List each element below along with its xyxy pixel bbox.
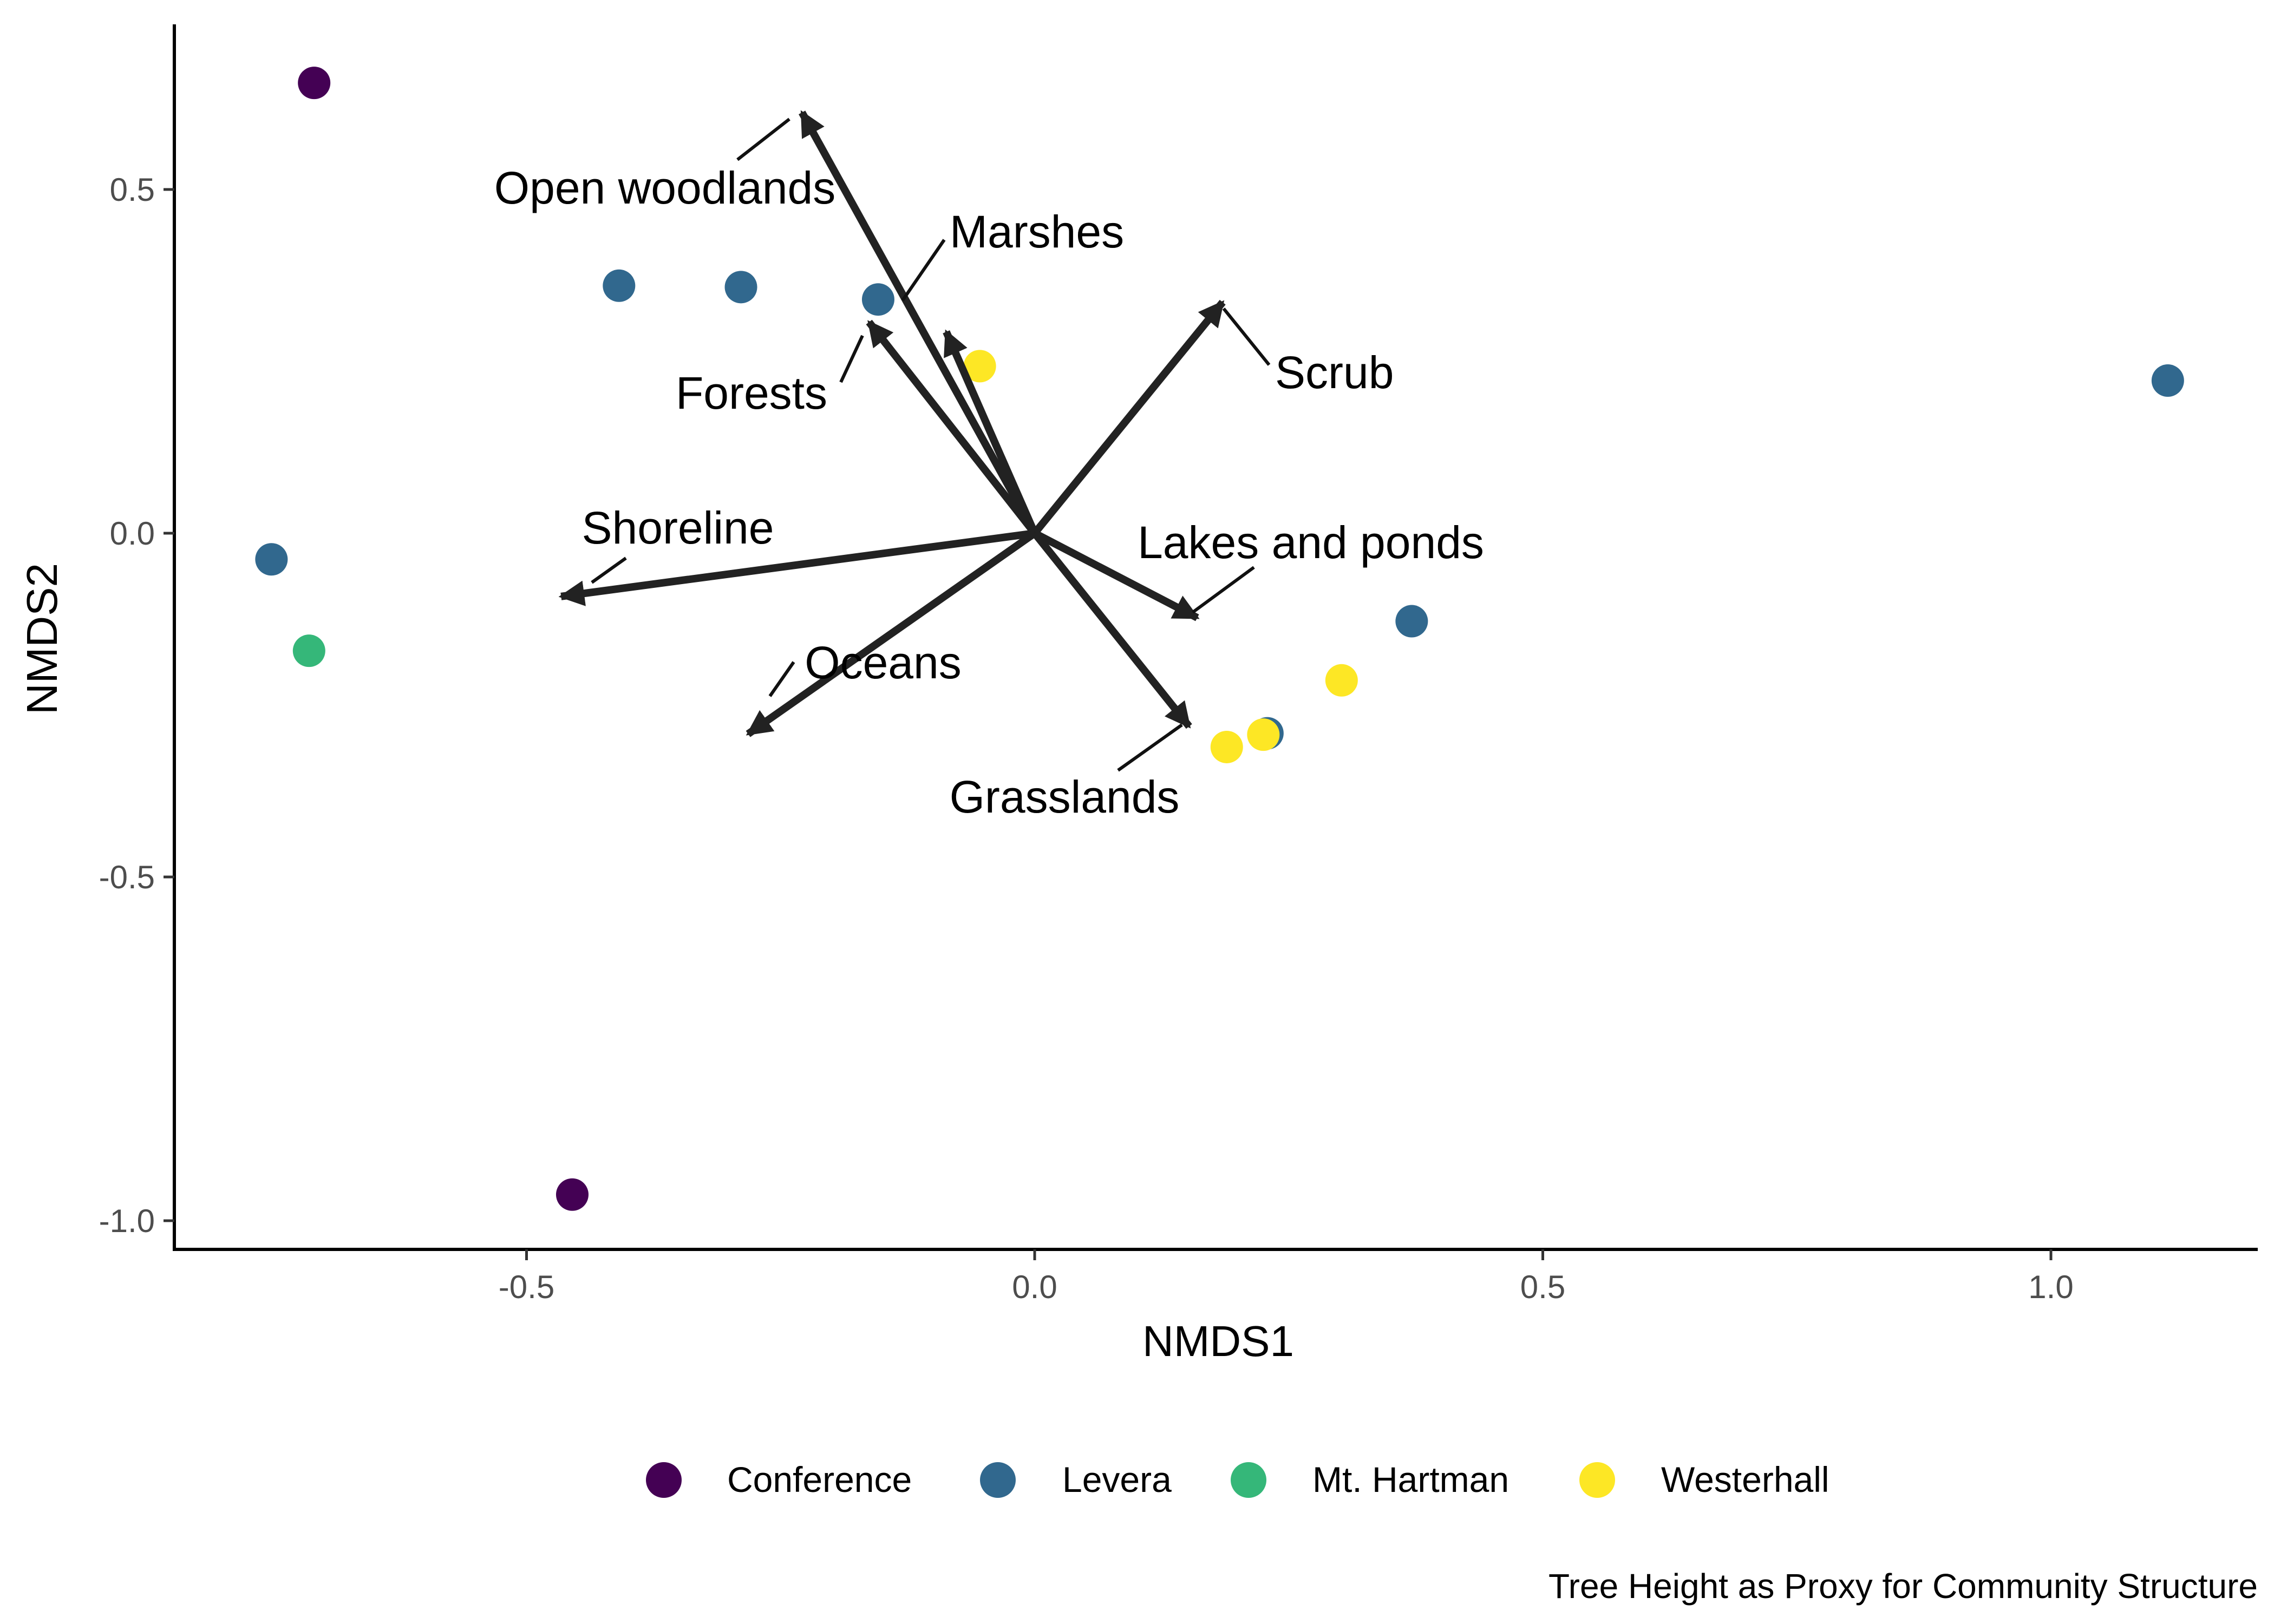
x-axis-ticks: -0.5 0.0 0.5 1.0 <box>499 1249 2074 1305</box>
legend-label: Conference <box>727 1459 912 1499</box>
legend-item: Mt. Hartman <box>1231 1459 1509 1499</box>
legend-key <box>1231 1462 1266 1498</box>
x-tick-label: -0.5 <box>499 1269 554 1305</box>
x-tick-label: 0.5 <box>1520 1269 1565 1305</box>
data-point <box>1325 664 1358 697</box>
vector-labels-layer: Open woodlands Marshes Forests Scrub Shoreli… <box>494 117 1484 822</box>
legend-key <box>980 1462 1016 1498</box>
vector-label: Shoreline <box>582 502 774 553</box>
data-point <box>1210 730 1243 763</box>
legend-item: Westerhall <box>1579 1459 1829 1499</box>
legend-key <box>1579 1462 1615 1498</box>
vector-label: Grasslands <box>950 771 1180 822</box>
data-point <box>724 271 757 304</box>
vector-arrow <box>1033 529 1200 621</box>
data-point <box>963 350 996 383</box>
vector-arrow <box>558 529 1035 606</box>
vector-label-leader <box>591 556 627 584</box>
legend-label: Westerhall <box>1661 1459 1829 1499</box>
x-tick-label: 0.0 <box>1012 1269 1057 1305</box>
points-layer <box>255 67 2184 1211</box>
y-axis-title: NMDS2 <box>18 563 66 715</box>
vector-arrow <box>943 329 1038 535</box>
vector-label: Oceans <box>805 637 962 688</box>
data-point <box>1247 718 1280 751</box>
vector-label-leader <box>1222 307 1271 366</box>
vector-label: Marshes <box>950 206 1124 257</box>
vector-label: Scrub <box>1275 347 1394 398</box>
y-tick-label: -1.0 <box>99 1203 155 1239</box>
vector-label: Lakes and ponds <box>1138 517 1484 568</box>
vector-arrow <box>746 530 1037 737</box>
legend-item: Levera <box>980 1459 1172 1499</box>
vector-arrow <box>799 110 1038 535</box>
x-axis-title: NMDS1 <box>1142 1317 1294 1365</box>
data-point <box>255 543 288 576</box>
legend-label: Mt. Hartman <box>1312 1459 1509 1499</box>
chart-caption: Tree Height as Proxy for Community Struc… <box>1548 1567 2258 1606</box>
y-axis-ticks: -1.0 -0.5 0.0 0.5 <box>99 172 174 1239</box>
vector-label-leader <box>839 335 864 383</box>
data-point <box>298 67 331 100</box>
legend-item: Conference <box>646 1459 912 1499</box>
y-tick-label: -0.5 <box>99 859 155 895</box>
data-point <box>603 269 636 302</box>
legend: Conference Levera Mt. Hartman Westerhall <box>646 1459 1829 1499</box>
data-point <box>2151 364 2184 397</box>
vector-arrow <box>1031 531 1192 729</box>
vector-label: Forests <box>676 368 827 418</box>
vector-label: Open woodlands <box>494 162 835 213</box>
y-tick-label: 0.5 <box>110 172 155 208</box>
vector-label-leader <box>736 117 790 161</box>
data-point <box>1395 605 1428 638</box>
legend-key <box>646 1462 682 1498</box>
vector-label-leader <box>1117 723 1183 772</box>
vector-arrow <box>866 319 1038 536</box>
data-point <box>292 634 325 667</box>
x-tick-label: 1.0 <box>2028 1269 2073 1305</box>
data-point <box>556 1178 589 1211</box>
data-point <box>861 283 894 316</box>
vector-label-leader <box>901 239 946 302</box>
vector-label-leader <box>768 661 795 697</box>
vectors-layer <box>558 110 1226 737</box>
vector-arrow <box>1031 299 1226 536</box>
y-tick-label: 0.0 <box>110 515 155 552</box>
legend-label: Levera <box>1062 1459 1172 1499</box>
vector-label-leader <box>1192 566 1255 614</box>
